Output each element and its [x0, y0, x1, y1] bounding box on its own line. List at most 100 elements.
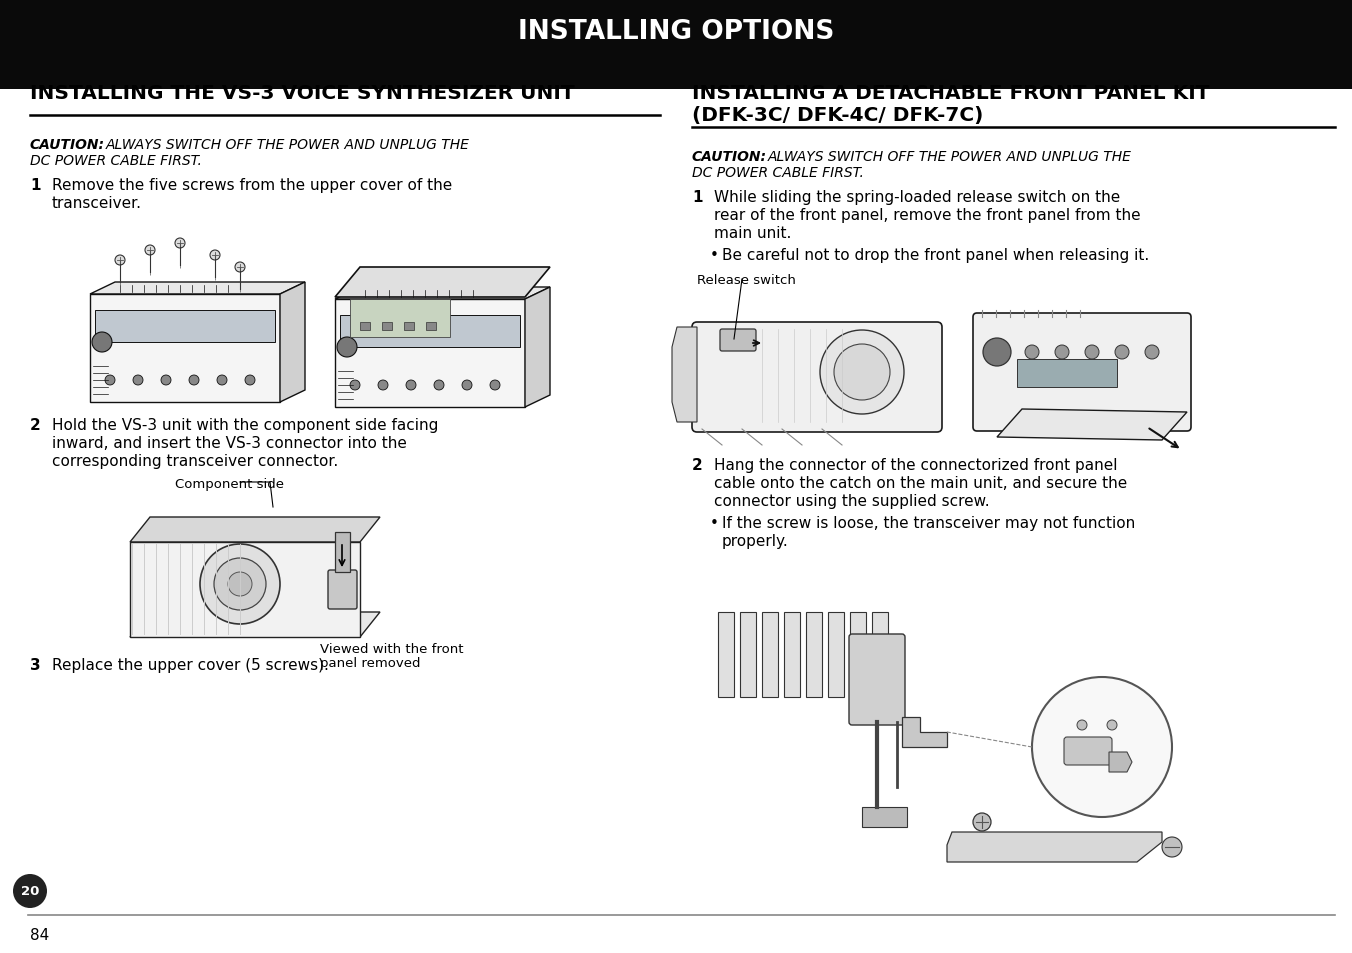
Text: 20: 20	[20, 884, 39, 898]
Bar	[806, 613, 822, 698]
Text: (DFK-3C/ DFK-4C/ DFK-7C): (DFK-3C/ DFK-4C/ DFK-7C)	[692, 106, 983, 125]
Text: 1: 1	[692, 190, 703, 205]
FancyBboxPatch shape	[329, 571, 357, 609]
Circle shape	[1078, 720, 1087, 730]
Bar	[350, 299, 450, 337]
Circle shape	[1115, 346, 1129, 359]
Text: ALWAYS SWITCH OFF THE POWER AND UNPLUG THE: ALWAYS SWITCH OFF THE POWER AND UNPLUG T…	[768, 150, 1132, 164]
Bar	[784, 613, 800, 698]
Text: Viewed with the front: Viewed with the front	[320, 642, 464, 656]
Polygon shape	[902, 718, 946, 747]
Bar	[872, 613, 888, 698]
Text: Be careful not to drop the front panel when releasing it.: Be careful not to drop the front panel w…	[722, 248, 1149, 263]
Text: DC POWER CABLE FIRST.: DC POWER CABLE FIRST.	[30, 153, 201, 168]
Text: DC POWER CABLE FIRST.: DC POWER CABLE FIRST.	[692, 166, 864, 180]
Polygon shape	[996, 410, 1187, 440]
Text: Remove the five screws from the upper cover of the: Remove the five screws from the upper co…	[51, 178, 453, 193]
Text: connector using the supplied screw.: connector using the supplied screw.	[714, 494, 990, 509]
Circle shape	[105, 375, 115, 386]
Text: Release switch: Release switch	[698, 274, 796, 287]
Circle shape	[145, 246, 155, 255]
Bar	[360, 323, 370, 331]
Bar	[339, 315, 521, 348]
Text: panel removed: panel removed	[320, 657, 420, 669]
Circle shape	[337, 337, 357, 357]
Circle shape	[1055, 346, 1069, 359]
Text: 1: 1	[30, 178, 41, 193]
Circle shape	[973, 813, 991, 831]
Text: •: •	[710, 516, 719, 531]
Text: CAUTION:: CAUTION:	[692, 150, 767, 164]
Bar	[0, 0, 1352, 48]
Polygon shape	[91, 294, 280, 402]
Circle shape	[161, 375, 170, 386]
Polygon shape	[335, 299, 525, 408]
Text: properly.: properly.	[722, 534, 788, 548]
Polygon shape	[525, 288, 550, 408]
Polygon shape	[130, 613, 380, 638]
Circle shape	[406, 380, 416, 391]
Circle shape	[92, 333, 112, 353]
Text: 84: 84	[30, 927, 49, 942]
Circle shape	[379, 380, 388, 391]
Circle shape	[115, 255, 124, 266]
Circle shape	[434, 380, 443, 391]
Text: INSTALLING A DETACHABLE FRONT PANEL KIT: INSTALLING A DETACHABLE FRONT PANEL KIT	[692, 84, 1210, 103]
Bar	[827, 613, 844, 698]
Polygon shape	[672, 328, 698, 422]
Circle shape	[1025, 346, 1038, 359]
Text: 2: 2	[692, 457, 703, 473]
Circle shape	[14, 874, 47, 908]
Circle shape	[218, 375, 227, 386]
Text: CAUTION:: CAUTION:	[30, 138, 105, 152]
Text: main unit.: main unit.	[714, 226, 791, 241]
Bar	[1017, 359, 1117, 388]
Text: While sliding the spring-loaded release switch on the: While sliding the spring-loaded release …	[714, 190, 1121, 205]
Circle shape	[821, 331, 904, 415]
Circle shape	[350, 380, 360, 391]
Bar	[404, 323, 414, 331]
Circle shape	[200, 544, 280, 624]
Circle shape	[174, 239, 185, 249]
Circle shape	[214, 558, 266, 610]
Polygon shape	[130, 517, 380, 542]
Circle shape	[1161, 837, 1182, 857]
Text: If the screw is loose, the transceiver may not function: If the screw is loose, the transceiver m…	[722, 516, 1136, 531]
Circle shape	[189, 375, 199, 386]
Polygon shape	[946, 832, 1161, 862]
Circle shape	[983, 338, 1011, 367]
Bar	[763, 613, 777, 698]
Circle shape	[489, 380, 500, 391]
Text: Hang the connector of the connectorized front panel: Hang the connector of the connectorized …	[714, 457, 1118, 473]
FancyBboxPatch shape	[721, 330, 756, 352]
Polygon shape	[335, 533, 350, 573]
Polygon shape	[280, 283, 306, 402]
Bar	[8, 71, 1344, 82]
Text: INSTALLING THE VS-3 VOICE SYNTHESIZER UNIT: INSTALLING THE VS-3 VOICE SYNTHESIZER UN…	[30, 84, 575, 103]
Text: corresponding transceiver connector.: corresponding transceiver connector.	[51, 454, 338, 469]
Text: Component side: Component side	[174, 477, 284, 491]
Text: 3: 3	[30, 658, 41, 672]
Circle shape	[245, 375, 256, 386]
Text: transceiver.: transceiver.	[51, 195, 142, 211]
Polygon shape	[863, 807, 907, 827]
Text: rear of the front panel, remove the front panel from the: rear of the front panel, remove the fron…	[714, 208, 1141, 223]
Circle shape	[1032, 678, 1172, 817]
Circle shape	[1086, 346, 1099, 359]
Circle shape	[462, 380, 472, 391]
Bar	[4, 70, 1348, 78]
FancyBboxPatch shape	[849, 635, 904, 725]
FancyBboxPatch shape	[0, 0, 1352, 90]
Circle shape	[210, 251, 220, 261]
Text: Replace the upper cover (5 screws).: Replace the upper cover (5 screws).	[51, 658, 329, 672]
FancyBboxPatch shape	[1064, 738, 1111, 765]
Bar	[95, 311, 274, 343]
Text: cable onto the catch on the main unit, and secure the: cable onto the catch on the main unit, a…	[714, 476, 1128, 491]
FancyBboxPatch shape	[973, 314, 1191, 432]
Polygon shape	[335, 288, 550, 299]
Circle shape	[1107, 720, 1117, 730]
Circle shape	[132, 375, 143, 386]
Circle shape	[235, 263, 245, 273]
Bar	[383, 323, 392, 331]
Polygon shape	[1109, 752, 1132, 772]
